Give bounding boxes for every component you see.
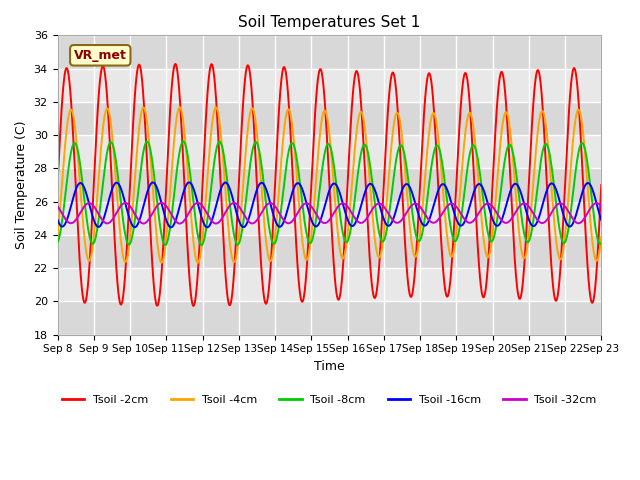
Tsoil -2cm [54,182,61,188]
Tsoil -8cm [582,150,589,156]
Tsoil -2cm [172,61,179,67]
Line: Tsoil -2cm: Tsoil -2cm [58,64,601,306]
Tsoil -16cm [167,225,175,230]
Tsoil -8cm [179,139,187,144]
Tsoil -2cm [483,282,490,288]
Tsoil -32cm [194,200,202,206]
Tsoil -16cm [483,195,490,201]
Legend: Tsoil -2cm, Tsoil -4cm, Tsoil -8cm, Tsoil -16cm, Tsoil -32cm: Tsoil -2cm, Tsoil -4cm, Tsoil -8cm, Tsoi… [58,391,601,410]
Bar [58,102,601,135]
Tsoil -4cm [319,113,326,119]
Text: VR_met: VR_met [74,49,127,62]
Bar [58,301,601,335]
Tsoil -16cm [186,180,193,185]
Tsoil -2cm [81,300,89,305]
Tsoil -2cm [304,244,312,250]
Tsoil -16cm [582,181,589,187]
Tsoil -2cm [597,182,605,188]
Tsoil -32cm [582,213,589,219]
Bar [58,135,601,168]
Tsoil -4cm [582,160,589,166]
Bar [58,235,601,268]
Tsoil -8cm [582,152,590,157]
Tsoil -16cm [54,217,61,223]
Tsoil -2cm [189,303,197,309]
Tsoil -8cm [319,164,326,170]
Tsoil -32cm [483,201,490,207]
Tsoil -16cm [304,206,312,212]
Line: Tsoil -16cm: Tsoil -16cm [58,182,601,228]
Title: Soil Temperatures Set 1: Soil Temperatures Set 1 [238,15,420,30]
Tsoil -16cm [81,188,89,193]
Tsoil -8cm [597,240,605,246]
Tsoil -4cm [54,233,61,239]
Bar [58,202,601,235]
Tsoil -16cm [582,181,590,187]
Tsoil -8cm [198,242,205,248]
Tsoil -4cm [194,260,202,265]
Line: Tsoil -4cm: Tsoil -4cm [58,107,601,263]
Tsoil -32cm [81,202,89,208]
Y-axis label: Soil Temperature (C): Soil Temperature (C) [15,120,28,249]
Tsoil -16cm [597,217,605,223]
Tsoil -4cm [81,242,89,248]
Tsoil -2cm [582,234,589,240]
Tsoil -4cm [582,163,590,169]
Tsoil -4cm [176,104,184,110]
Tsoil -32cm [597,204,605,209]
Tsoil -32cm [319,219,326,225]
Tsoil -8cm [483,220,490,226]
Tsoil -32cm [304,201,312,206]
Line: Tsoil -8cm: Tsoil -8cm [58,142,601,245]
Bar [58,36,601,69]
Tsoil -8cm [54,240,61,245]
Tsoil -32cm [582,213,590,218]
Tsoil -8cm [81,204,89,210]
Tsoil -8cm [304,237,312,243]
Bar [58,168,601,202]
Tsoil -4cm [304,254,312,260]
X-axis label: Time: Time [314,360,345,373]
Tsoil -4cm [483,252,490,257]
Bar [58,268,601,301]
Tsoil -16cm [319,211,326,217]
Tsoil -4cm [597,234,605,240]
Line: Tsoil -32cm: Tsoil -32cm [58,203,601,224]
Tsoil -32cm [54,204,61,209]
Tsoil -2cm [319,74,326,80]
Tsoil -2cm [582,239,590,244]
Bar [58,69,601,102]
Tsoil -32cm [176,221,184,227]
